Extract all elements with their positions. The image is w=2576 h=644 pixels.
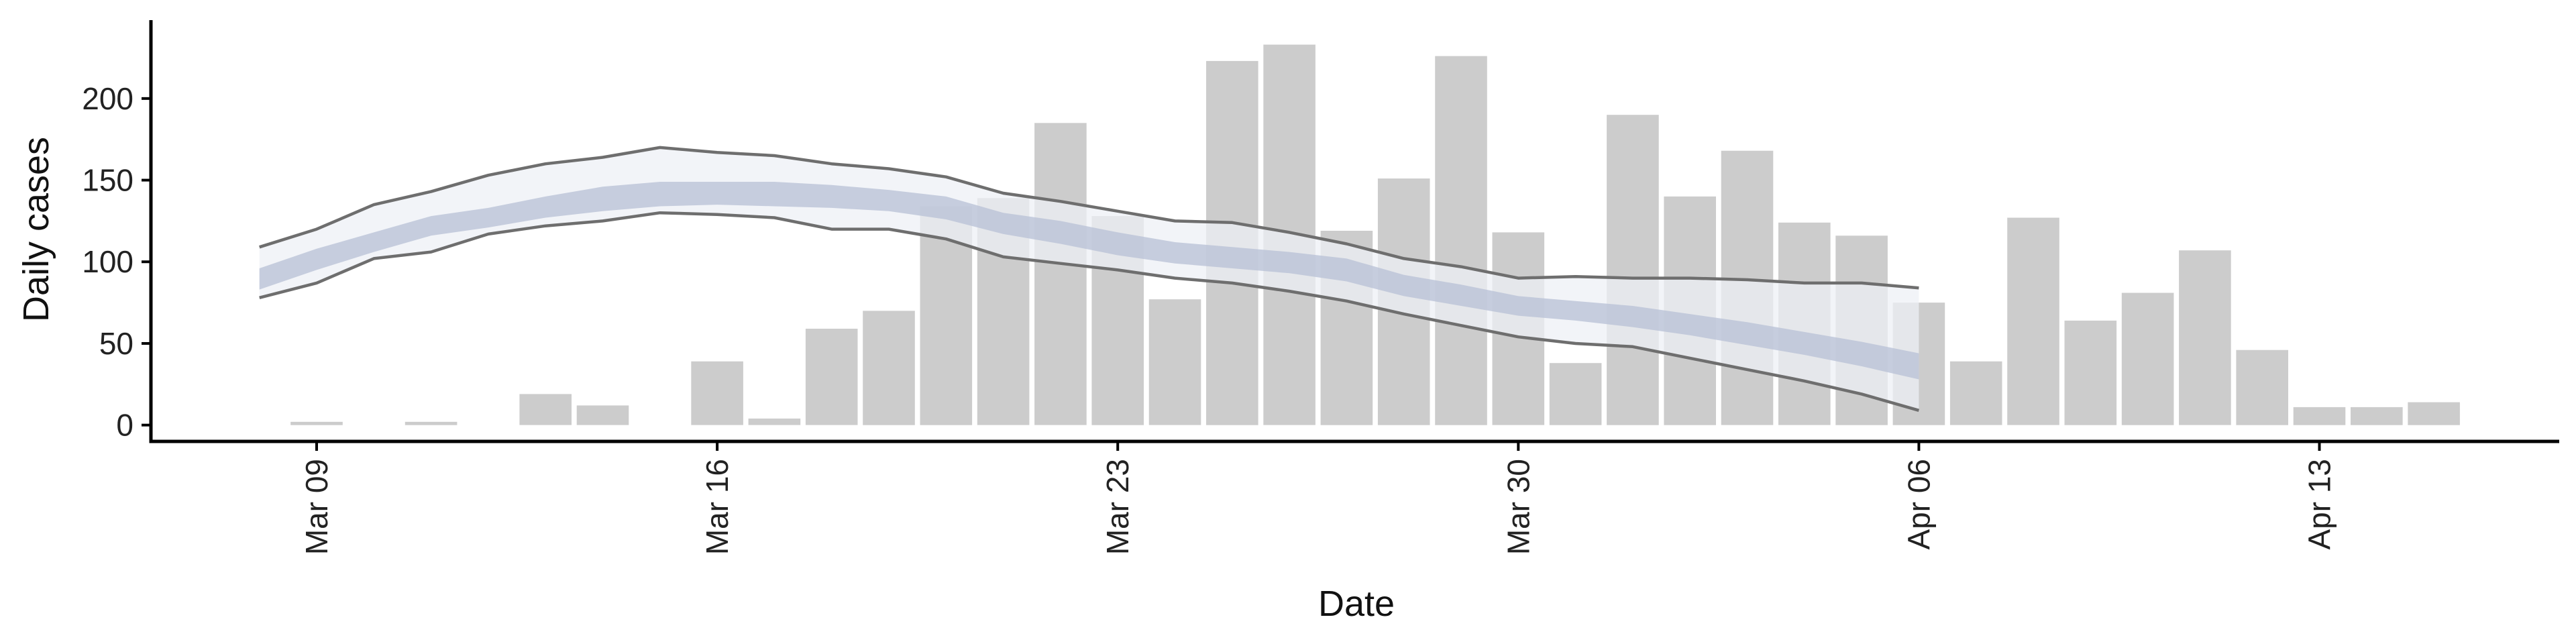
bar-apr-13 — [2293, 407, 2346, 425]
bar-mar-22 — [1034, 123, 1087, 425]
bar-apr-01 — [1607, 115, 1659, 425]
bar-apr-10 — [2121, 292, 2174, 425]
y-tick-label-200: 200 — [82, 81, 133, 116]
bar-mar-14 — [576, 405, 629, 425]
bar-mar-09 — [290, 421, 343, 425]
bar-mar-31 — [1549, 363, 1602, 425]
y-tick-label-100: 100 — [82, 244, 133, 279]
estimate-lower-line — [259, 211, 1920, 412]
estimate-band-layer — [259, 146, 1920, 412]
bar-mar-11 — [405, 421, 458, 425]
y-tick-label-0: 0 — [116, 408, 133, 443]
x-tick-label-mar-09: Mar 09 — [299, 459, 334, 555]
bar-mar-13 — [519, 394, 572, 425]
bar-mar-24 — [1148, 299, 1201, 425]
bar-mar-17 — [748, 418, 801, 425]
y-tick-label-50: 50 — [99, 326, 133, 361]
x-tick-label-apr-06: Apr 06 — [1901, 459, 1936, 550]
x-tick-label-mar-30: Mar 30 — [1501, 459, 1536, 555]
bar-apr-07 — [1949, 361, 2002, 425]
x-tick-label-apr-13: Apr 13 — [2302, 459, 2337, 550]
bar-mar-19 — [863, 311, 915, 425]
bars-layer — [290, 44, 2460, 425]
bar-apr-12 — [2236, 350, 2288, 425]
bar-apr-08 — [2007, 217, 2059, 425]
bar-apr-15 — [2408, 402, 2460, 425]
bar-mar-18 — [805, 329, 858, 425]
bar-apr-14 — [2351, 407, 2403, 425]
estimate-upper-line — [259, 146, 1919, 290]
bar-apr-11 — [2179, 250, 2231, 425]
bar-apr-09 — [2064, 320, 2117, 425]
x-tick-label-mar-23: Mar 23 — [1100, 459, 1135, 555]
y-tick-label-150: 150 — [82, 163, 133, 198]
axes-layer: 0 50 100 150 200 Mar 09 Mar 16 Mar 23 Mar 30 Apr … — [82, 20, 2559, 555]
bar-mar-29 — [1435, 56, 1487, 425]
x-tick-label-mar-16: Mar 16 — [700, 459, 735, 555]
estimate-band-90 — [259, 147, 1919, 411]
y-axis-title: Daily cases — [16, 137, 56, 322]
bar-mar-16 — [691, 361, 743, 425]
x-axis-title: Date — [1318, 584, 1395, 624]
